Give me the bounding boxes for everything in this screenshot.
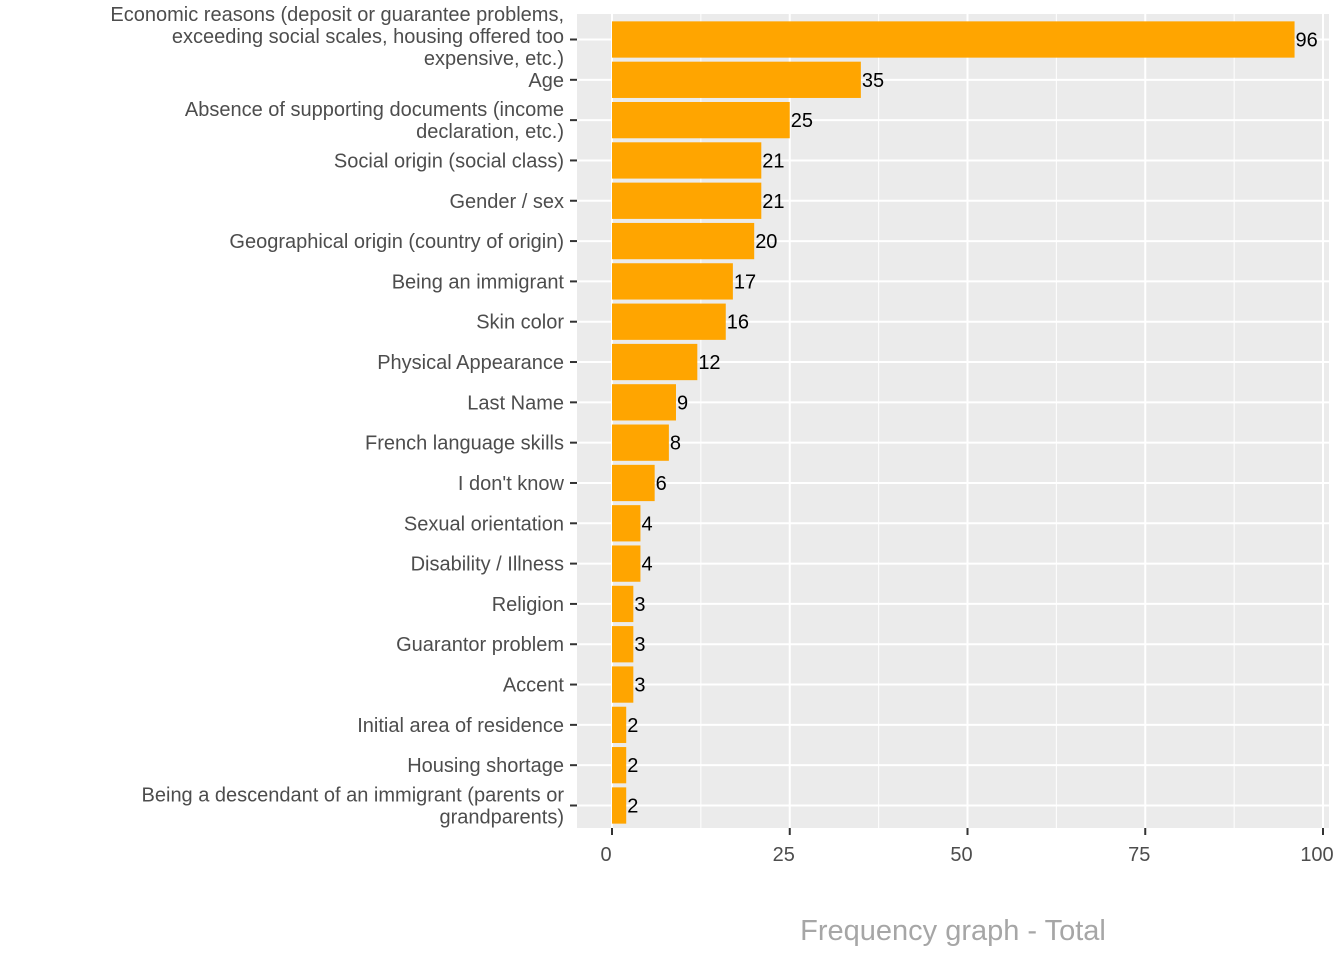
- y-tick-label-line: declaration, etc.): [416, 121, 564, 143]
- data-label: 3: [634, 675, 645, 697]
- x-tick-label: 25: [773, 844, 795, 866]
- y-tick-label-line: Gender / sex: [449, 191, 564, 213]
- y-tick-label-line: exceeding social scales, housing offered…: [172, 26, 564, 48]
- data-label: 16: [727, 312, 749, 334]
- y-tick-label: French language skills: [365, 433, 564, 455]
- y-tick-label-line: Being a descendant of an immigrant (pare…: [142, 785, 565, 807]
- data-label: 4: [641, 513, 652, 535]
- y-tick-label: Skin color: [476, 312, 564, 334]
- bar: [612, 61, 861, 98]
- bar: [612, 505, 641, 542]
- y-tick-label: Being a descendant of an immigrant (pare…: [142, 785, 565, 829]
- y-tick-label-line: Sexual orientation: [404, 513, 564, 535]
- bar: [612, 182, 762, 219]
- bar: [612, 424, 669, 461]
- y-tick-label-line: Economic reasons (deposit or guarantee p…: [110, 4, 564, 26]
- y-tick-label: Absence of supporting documents (income d…: [185, 99, 564, 143]
- y-tick-label: Sexual orientation: [404, 513, 564, 535]
- data-label: 96: [1296, 30, 1318, 52]
- x-tick-label: 0: [600, 844, 611, 866]
- bar: [612, 585, 634, 623]
- data-label: 9: [677, 392, 688, 414]
- y-tick-label-line: expensive, etc.): [424, 48, 564, 70]
- data-label: 3: [634, 594, 645, 616]
- data-label: 20: [755, 231, 777, 253]
- y-tick-label: I don't know: [458, 473, 565, 495]
- y-tick-label-line: Skin color: [476, 312, 564, 334]
- x-tick-label: 50: [950, 844, 972, 866]
- y-tick-label-line: Religion: [492, 594, 564, 616]
- y-tick-label-line: Physical Appearance: [377, 352, 564, 374]
- bar: [612, 21, 1295, 58]
- y-tick-label: Housing shortage: [407, 755, 564, 777]
- y-tick-label-line: Age: [528, 70, 564, 92]
- y-tick-label: Physical Appearance: [377, 352, 564, 374]
- bar: [612, 384, 676, 421]
- bar: [612, 787, 627, 824]
- y-tick-label-line: Last Name: [467, 392, 564, 414]
- bar: [612, 706, 627, 744]
- y-tick-label-line: Absence of supporting documents (income: [185, 99, 564, 121]
- y-tick-label: Social origin (social class): [334, 150, 564, 172]
- bar: [612, 626, 634, 663]
- bar: [612, 303, 726, 340]
- data-label: 21: [762, 191, 784, 213]
- bar: [612, 101, 790, 139]
- y-tick-label-line: Housing shortage: [407, 755, 564, 777]
- data-label: 4: [641, 554, 652, 576]
- y-tick-label-line: Social origin (social class): [334, 150, 564, 172]
- y-tick-label-line: grandparents): [439, 807, 564, 829]
- y-tick-label: Gender / sex: [449, 191, 564, 213]
- y-tick-label-line: Guarantor problem: [396, 634, 564, 656]
- y-tick-label-line: Geographical origin (country of origin): [229, 231, 564, 253]
- data-label: 21: [762, 150, 784, 172]
- y-tick-label: Disability / Illness: [411, 554, 564, 576]
- y-tick-label: Last Name: [467, 392, 564, 414]
- data-label: 2: [627, 796, 638, 818]
- x-axis-title: Frequency graph - Total: [800, 915, 1106, 947]
- y-axis: Economic reasons (deposit or guarantee p…: [110, 4, 577, 829]
- y-tick-label: Accent: [503, 675, 565, 697]
- bar: [612, 263, 733, 300]
- y-tick-label: Religion: [492, 594, 564, 616]
- data-label: 35: [862, 70, 884, 92]
- y-tick-label: Being an immigrant: [392, 271, 565, 293]
- data-label: 12: [698, 352, 720, 374]
- x-tick-label: 75: [1128, 844, 1150, 866]
- bar: [612, 343, 698, 381]
- data-label: 25: [791, 110, 813, 132]
- bars: [612, 21, 1295, 824]
- y-tick-label-line: Being an immigrant: [392, 271, 565, 293]
- bar: [612, 747, 627, 784]
- bar: [612, 464, 655, 502]
- y-tick-label-line: Initial area of residence: [357, 715, 564, 737]
- y-tick-label-line: I don't know: [458, 473, 565, 495]
- bar: [612, 222, 755, 260]
- data-label: 17: [734, 271, 756, 293]
- y-tick-label: Initial area of residence: [357, 715, 564, 737]
- bar: [612, 666, 634, 703]
- y-tick-label-line: Disability / Illness: [411, 554, 564, 576]
- y-tick-label: Age: [528, 70, 564, 92]
- data-label: 8: [670, 433, 681, 455]
- bar: [612, 545, 641, 582]
- bar: [612, 142, 762, 179]
- data-label: 2: [627, 755, 638, 777]
- data-label: 6: [656, 473, 667, 495]
- y-tick-label-line: French language skills: [365, 433, 564, 455]
- y-tick-label: Geographical origin (country of origin): [229, 231, 564, 253]
- data-label: 2: [627, 715, 638, 737]
- y-tick-label-line: Accent: [503, 675, 565, 697]
- x-axis: 0 25 50 75 100: [600, 828, 1334, 866]
- y-tick-label: Economic reasons (deposit or guarantee p…: [110, 4, 564, 70]
- data-label: 3: [634, 634, 645, 656]
- y-tick-label: Guarantor problem: [396, 634, 564, 656]
- x-tick-label: 100: [1300, 844, 1333, 866]
